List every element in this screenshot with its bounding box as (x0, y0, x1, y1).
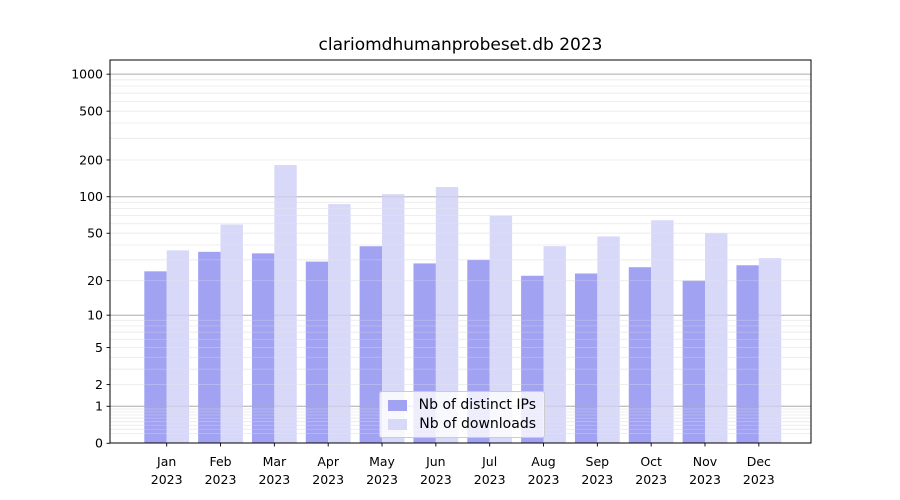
bar-ips-nov (682, 280, 705, 443)
bar-downloads-apr (328, 204, 351, 443)
bar-ips-feb (198, 251, 221, 443)
x-tick-year-feb: 2023 (205, 472, 237, 487)
y-tick-label-5: 5 (95, 340, 103, 355)
x-tick-year-sep: 2023 (581, 472, 613, 487)
legend-swatch-ips (388, 399, 407, 411)
legend: Nb of distinct IPs Nb of downloads (379, 391, 545, 438)
legend-swatch-downloads (388, 418, 408, 430)
x-tick-year-oct: 2023 (635, 472, 667, 487)
y-tick-label-0: 0 (95, 436, 103, 451)
x-tick-label-nov: Nov (693, 454, 718, 469)
legend-label-downloads: Nb of downloads (419, 416, 536, 432)
x-tick-year-jan: 2023 (151, 472, 183, 487)
y-tick-label-1000: 1000 (71, 66, 103, 81)
x-tick-year-jun: 2023 (420, 472, 452, 487)
bar-downloads-may (382, 194, 405, 443)
x-tick-label-aug: Aug (531, 454, 555, 469)
bar-downloads-nov (705, 233, 728, 443)
y-tick-label-500: 500 (79, 103, 103, 118)
y-tick-label-200: 200 (79, 152, 103, 167)
x-tick-label-feb: Feb (209, 454, 231, 469)
x-tick-label-jan: Jan (156, 454, 176, 469)
x-tick-label-apr: Apr (317, 454, 339, 469)
legend-item-downloads: Nb of downloads (388, 416, 536, 432)
legend-label-ips: Nb of distinct IPs (418, 397, 536, 413)
x-tick-year-may: 2023 (366, 472, 398, 487)
x-tick-year-nov: 2023 (689, 472, 721, 487)
x-tick-label-jun: Jun (425, 454, 446, 469)
x-tick-label-oct: Oct (640, 454, 662, 469)
x-tick-label-sep: Sep (586, 454, 610, 469)
bar-downloads-jan (166, 250, 190, 443)
legend-item-distinct-ips: Nb of distinct IPs (388, 397, 536, 413)
bar-ips-oct (628, 267, 652, 443)
bar-downloads-mar (274, 164, 297, 443)
x-tick-year-apr: 2023 (312, 472, 344, 487)
y-tick-label-100: 100 (79, 189, 103, 204)
bar-downloads-dec (758, 258, 782, 443)
bar-downloads-oct (651, 220, 674, 443)
bar-downloads-feb (220, 224, 243, 443)
x-tick-label-may: May (369, 454, 395, 469)
x-tick-year-dec: 2023 (743, 472, 775, 487)
y-tick-label-1: 1 (95, 399, 103, 414)
bar-ips-mar (251, 253, 275, 443)
y-tick-label-10: 10 (87, 307, 103, 322)
x-tick-label-jul: Jul (481, 454, 497, 469)
bar-ips-dec (736, 265, 759, 443)
bar-ips-may (359, 246, 383, 443)
y-tick-label-20: 20 (87, 273, 103, 288)
x-tick-label-dec: Dec (747, 454, 771, 469)
bar-ips-apr (305, 261, 329, 443)
bar-downloads-jul (489, 215, 513, 443)
bar-ips-jan (144, 271, 167, 443)
x-tick-year-aug: 2023 (528, 472, 560, 487)
x-tick-label-mar: Mar (263, 454, 287, 469)
y-tick-label-50: 50 (87, 226, 103, 241)
plot-border (109, 59, 812, 444)
bar-downloads-sep (597, 236, 620, 443)
x-tick-year-mar: 2023 (258, 472, 290, 487)
x-tick-year-jul: 2023 (474, 472, 506, 487)
chart-title: clariomdhumanprobeset.db 2023 (318, 35, 603, 55)
bar-downloads-aug (543, 246, 566, 443)
bar-downloads-jun (435, 187, 459, 443)
bar-ips-sep (574, 273, 598, 443)
y-tick-label-2: 2 (95, 377, 103, 392)
